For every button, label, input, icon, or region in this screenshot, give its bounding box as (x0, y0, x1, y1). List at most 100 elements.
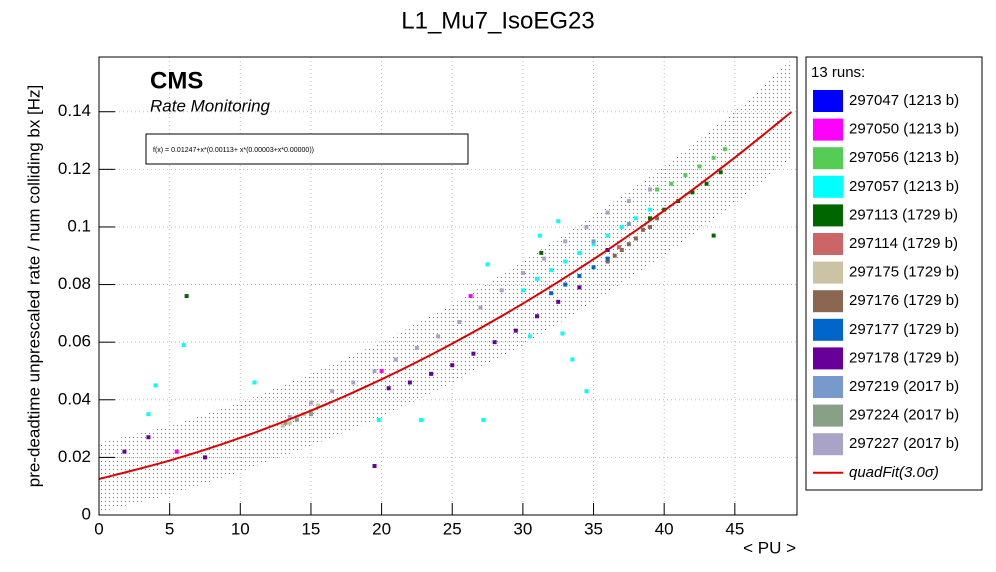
data-point (577, 273, 582, 278)
data-point (283, 420, 288, 425)
data-point (619, 224, 624, 229)
x-axis-label: < PU > (743, 538, 796, 557)
legend-label: 297178 (1729 b) (849, 349, 959, 366)
data-point (457, 320, 462, 325)
y-tick-label: 0.14 (58, 101, 91, 120)
legend-label: 297113 (1729 b) (849, 206, 958, 223)
legend-swatch (813, 261, 843, 284)
data-point (563, 282, 568, 287)
fit-box (145, 133, 469, 165)
y-tick-label: 0.06 (58, 332, 91, 351)
y-tick-label: 0.02 (58, 447, 91, 466)
data-point (520, 288, 525, 293)
data-point (287, 415, 292, 420)
data-point (376, 417, 381, 422)
data-point (577, 285, 582, 290)
data-point (711, 155, 716, 160)
data-point (605, 210, 610, 215)
data-point (560, 331, 565, 336)
data-point (252, 380, 257, 385)
legend-swatch (813, 404, 843, 427)
fit-formula: f(x) = 0.01247+x*(0.00113+ x*(0.00003+x*… (153, 147, 314, 154)
data-point (640, 227, 645, 232)
x-tick-label: 35 (584, 519, 603, 538)
y-tick-label: 0.12 (58, 159, 91, 178)
data-point (549, 291, 554, 296)
legend-label: 297227 (2017 b) (849, 435, 959, 452)
x-tick-label: 10 (231, 519, 250, 538)
data-point (690, 190, 695, 195)
data-point (122, 449, 127, 454)
y-tick-label: 0 (82, 504, 91, 523)
data-point (379, 368, 384, 373)
data-point (537, 233, 542, 238)
data-point (704, 181, 709, 186)
x-tick-label: 20 (372, 519, 391, 538)
data-point (584, 224, 589, 229)
plot-frame (98, 56, 798, 516)
data-point (308, 412, 313, 417)
x-tick-label: 30 (513, 519, 532, 538)
x-tick-label: 45 (725, 519, 744, 538)
data-point (471, 351, 476, 356)
data-point (153, 383, 158, 388)
data-point (577, 250, 582, 255)
cms-label: CMS (150, 67, 203, 94)
data-point (468, 294, 473, 299)
data-point (492, 340, 497, 345)
data-point (549, 268, 554, 273)
data-point (605, 233, 610, 238)
data-point (393, 357, 398, 362)
data-point (280, 423, 285, 428)
data-point (711, 233, 716, 238)
data-point (184, 294, 189, 299)
legend-swatch (813, 90, 843, 112)
legend-swatch (813, 376, 843, 398)
legend-label: quadFit(3.0σ) (849, 464, 939, 481)
data-point (308, 400, 313, 405)
data-point (584, 389, 589, 394)
data-point (591, 239, 596, 244)
data-point (499, 288, 504, 293)
data-point (697, 164, 702, 169)
y-tick-label: 0.04 (58, 389, 91, 408)
x-tick-label: 15 (301, 519, 320, 538)
legend-label: 297175 (1729 b) (849, 264, 959, 281)
legend-label: 297224 (2017 b) (849, 407, 959, 424)
legend-swatch (813, 290, 843, 313)
data-point (294, 417, 299, 422)
x-tick-label: 40 (655, 519, 674, 538)
data-point (372, 368, 377, 373)
legend-swatch (813, 175, 843, 198)
legend-label: 297047 (1213 b) (849, 92, 959, 109)
data-point (181, 343, 186, 348)
data-point (146, 435, 151, 440)
data-point (655, 216, 660, 221)
legend-swatch (813, 204, 843, 227)
data-point (202, 455, 207, 460)
data-point (722, 147, 727, 152)
data-point (616, 245, 621, 250)
data-point (372, 464, 377, 469)
data-point (648, 207, 653, 212)
legend-label: 297114 (1729 b) (849, 235, 958, 252)
y-tick-label: 0.1 (67, 216, 91, 235)
data-point (436, 334, 441, 339)
data-point (146, 412, 151, 417)
data-point (605, 256, 610, 261)
data-point (648, 187, 653, 192)
legend-swatch (813, 347, 843, 370)
data-point (481, 417, 486, 422)
x-tick-label: 0 (94, 519, 103, 538)
data-point (619, 247, 624, 252)
data-point (648, 216, 653, 221)
data-point (351, 380, 356, 385)
legend-label: 297050 (1213 b) (849, 121, 959, 138)
data-point (535, 314, 540, 319)
data-point (542, 256, 547, 261)
data-point (386, 386, 391, 391)
data-point (520, 271, 525, 276)
data-point (556, 219, 561, 224)
data-point (414, 345, 419, 350)
data-point (626, 222, 631, 227)
